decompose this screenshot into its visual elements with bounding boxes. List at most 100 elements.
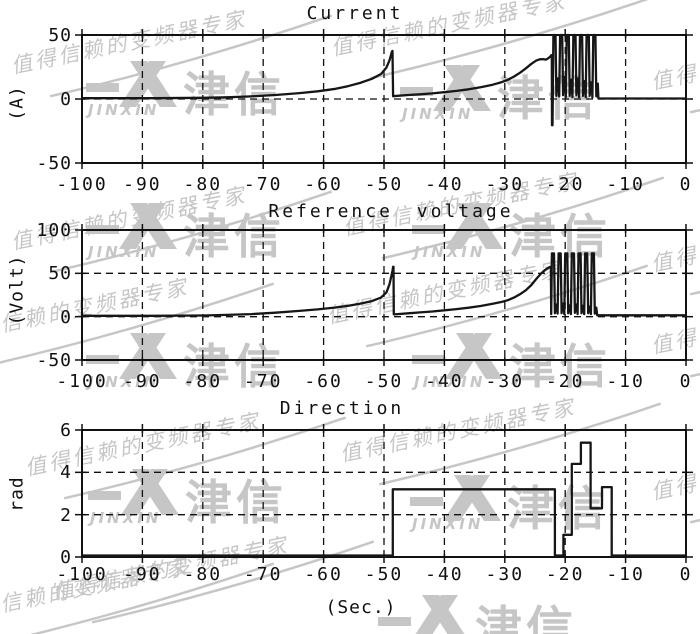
watermark-script-slogan: 值得信赖的变频器专家 <box>340 149 669 289</box>
logo-cn-text: 津信 <box>183 210 285 265</box>
x-tick-label: -60 <box>304 371 343 392</box>
watermark-swoosh <box>91 540 375 624</box>
x-tick-label: -30 <box>485 174 525 195</box>
y-tick-label: 0 <box>60 89 72 110</box>
watermark-jinxin-logo: JINXIN 津信 <box>410 474 625 537</box>
axes-frame <box>81 229 687 361</box>
watermark-jinxin-logo: JINXIN 津信 <box>400 64 615 127</box>
chart-title-direction: Direction <box>279 398 405 419</box>
x-tick-label: -40 <box>425 174 464 195</box>
watermark-script-slogan: 值得信赖的变频器专家 <box>50 513 379 634</box>
watermark-slogan-text: 值得信赖的变频器专家 <box>338 394 578 467</box>
logo-x-icon <box>119 61 177 107</box>
x-tick-label: -70 <box>243 371 283 392</box>
logo-dash <box>410 497 443 506</box>
watermark-swoosh <box>63 416 347 500</box>
x-tick-label: -100 <box>56 371 108 392</box>
watermark-script-slogan: 值得信赖的变频器专家 <box>648 413 700 553</box>
logo-x-icon <box>443 475 501 521</box>
y-tick-label: 0 <box>60 306 72 328</box>
x-tick-label: -60 <box>304 174 343 195</box>
x-tick-label: -60 <box>304 564 343 585</box>
y-tick-label: 100 <box>36 220 72 241</box>
watermark-swoosh <box>689 30 700 114</box>
x-tick-label: -30 <box>485 371 525 392</box>
watermark-jinxin-logo: JINXIN 津信 <box>86 332 301 395</box>
x-tick-label: -100 <box>56 174 108 195</box>
x-tick-label: -50 <box>364 564 404 585</box>
watermark-slogan-text: 值得信赖的变频器专家 <box>329 0 569 61</box>
watermark-slogan-text: 值得信赖的变频器专家 <box>51 532 291 605</box>
series-line-reference-voltage <box>80 252 688 317</box>
logo-latin-text: JINXIN <box>90 509 162 527</box>
x-tick-label: -20 <box>545 564 585 585</box>
x-tick-label: -40 <box>425 371 464 392</box>
chart-title-current: Current <box>306 3 404 24</box>
watermark-script-slogan: 值得信赖的变频器专家 <box>22 389 351 529</box>
watermark-jinxin-logo: JINXIN 津信 <box>88 468 303 531</box>
logo-cn-text: 津信 <box>183 340 285 395</box>
watermark-slogan-text: 值得信赖的变频器专家 <box>325 256 565 329</box>
watermark-swoosh <box>0 282 275 366</box>
watermark-slogan-text: 值得信赖的变频器专家 <box>649 432 700 505</box>
logo-latin-text: JINXIN <box>414 243 486 261</box>
watermark-script-slogan: 值得信赖的变频器专家 <box>324 237 653 377</box>
watermark-script-slogan: 值得信赖的变频器专家 <box>0 255 279 395</box>
x-tick-label: -100 <box>56 564 108 585</box>
watermark-script-slogan: 值得信赖的变频器专家 <box>648 267 700 407</box>
x-tick-label: -30 <box>485 564 525 585</box>
y-tick-label: 2 <box>60 504 72 526</box>
logo-cn-text: 津信 <box>185 476 287 531</box>
x-tick-label: -70 <box>243 564 283 585</box>
watermark-swoosh <box>0 562 275 634</box>
logo-x-icon <box>445 203 503 249</box>
logo-dash <box>400 87 433 96</box>
axes-frame <box>81 429 687 558</box>
logo-dash <box>412 225 445 234</box>
watermark-slogan-text: 值得信赖的变频器专家 <box>341 168 581 241</box>
x-tick-label: -70 <box>243 174 283 195</box>
x-tick-label: 0 <box>679 371 693 392</box>
watermark-script-slogan: 值得信赖的变频器专家 <box>8 0 337 127</box>
y-axis-label-voltage: (Volt) <box>6 254 28 326</box>
logo-cn-text: 津信 <box>497 72 599 127</box>
x-tick-label: -90 <box>123 564 162 585</box>
x-tick-label: -10 <box>606 174 645 195</box>
watermark-script-slogan: 值得信赖的变频器专家 <box>337 375 666 515</box>
logo-x-icon <box>445 333 503 379</box>
logo-x-icon <box>433 65 491 111</box>
watermark-script-slogan: 值得信赖的变频器专家 <box>8 163 337 303</box>
y-axis-label-direction: rad <box>6 476 28 512</box>
logo-latin-text: JINXIN <box>414 373 486 391</box>
logo-dash <box>86 355 119 364</box>
watermark-swoosh <box>381 176 665 260</box>
watermark-script-slogan: 值得信赖的变频器专家 <box>648 185 700 325</box>
watermark-slogan-text: 值得信赖的变频器专家 <box>649 204 700 277</box>
watermark-swoosh <box>49 190 333 274</box>
series-line-current <box>80 33 688 127</box>
panel-2 <box>75 424 693 563</box>
logo-cn-text: 津信 <box>509 340 611 395</box>
watermark-slogan-text: 值得信赖的变频器专家 <box>0 274 191 347</box>
watermark-swoosh <box>369 0 653 80</box>
x-axis-unit-label: (Sec.) <box>325 597 397 618</box>
watermark-script-slogan: 值得信赖的变频器专家 <box>648 3 700 143</box>
watermark-swoosh <box>689 212 700 296</box>
logo-cn-text: 津信 <box>475 602 577 634</box>
logo-latin-text: JINXIN <box>88 243 160 261</box>
logo-x-icon <box>415 595 465 634</box>
logo-dash <box>378 617 411 626</box>
watermark-slogan-text: 值得信赖的变频器专家 <box>9 6 249 79</box>
logo-cn-text: 津信 <box>509 210 611 265</box>
logo-cn-text: 津信 <box>183 68 285 123</box>
x-tick-label: -50 <box>364 174 404 195</box>
watermark-script-slogan: 值得信赖的变频器专家 <box>328 0 657 109</box>
logo-dash <box>86 225 119 234</box>
watermark-jinxin-logo: JINXIN 津信 <box>86 60 301 123</box>
watermark-slogan-text: 值得信赖的变频器专家 <box>9 182 249 255</box>
panel-0 <box>75 29 693 169</box>
y-tick-label: 50 <box>48 263 72 285</box>
